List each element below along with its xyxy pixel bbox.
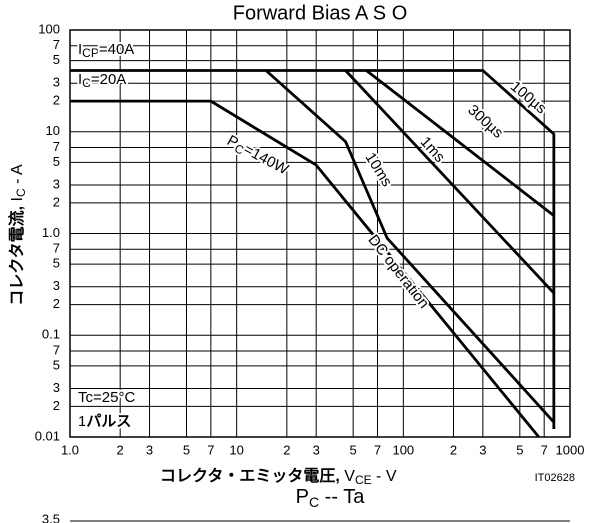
x-tick-label: 5	[350, 442, 357, 457]
curve	[265, 69, 555, 424]
title2-sub: C	[309, 494, 319, 510]
curve-label: 300µs	[464, 102, 506, 142]
curve-label: 1ms	[417, 133, 449, 165]
annotation: ICP=40A	[78, 41, 134, 60]
x-tick-label: 5	[516, 442, 523, 457]
annotation: 1パルス	[78, 413, 131, 430]
x-tick-label: 7	[374, 442, 381, 457]
y-tick-label: 5	[53, 256, 60, 271]
y-tick-label: 2	[53, 93, 60, 108]
annotation: IC=20A	[78, 71, 126, 90]
x-label-rest: - V	[372, 468, 397, 485]
y-tick-label: 1.0	[42, 225, 60, 240]
x-tick-label: 2	[450, 442, 457, 457]
annotation-main: 1	[78, 413, 86, 430]
title2-rest: -- Ta	[319, 486, 365, 508]
plot-frame	[69, 29, 571, 438]
x-label-sub: CE	[355, 473, 372, 487]
x-tick-label: 7	[541, 442, 548, 457]
x-tick-label: 1000	[556, 442, 585, 457]
y-tick-label: 2	[53, 296, 60, 311]
x-tick-label: 2	[117, 442, 124, 457]
title2-main: P	[296, 486, 309, 508]
y-axis-label: コレクタ電流, IC - A	[7, 164, 28, 306]
y-tick-label: 0.01	[35, 428, 60, 443]
y-tick-label: 0.1	[42, 327, 60, 342]
chart-title-2: PC -- Ta	[296, 486, 366, 509]
y-tick-label: 7	[53, 37, 60, 52]
x-label-main: コレクタ・エミッタ電圧,	[160, 467, 340, 485]
x-tick-label: 5	[183, 442, 190, 457]
annotation-main: I	[78, 41, 82, 58]
annotation-rest: パルス	[86, 413, 131, 430]
y-tick-label: 10	[46, 123, 60, 138]
annotation: PC=140W	[223, 132, 292, 181]
curve	[344, 69, 555, 294]
annotation-sub: CP	[82, 46, 99, 60]
y-tick-label: 2	[53, 194, 60, 209]
y-tick-label: 100	[38, 21, 60, 36]
y-label-rest: - A	[9, 164, 26, 188]
annotation-main: Tc=25°C	[78, 389, 135, 406]
y-label-sub: C	[14, 188, 28, 197]
y-tick-label: 3	[53, 278, 60, 293]
x-tick-label: 2	[283, 442, 290, 457]
chart-title: Forward Bias A S O	[233, 2, 408, 24]
y-tick-label: 5	[53, 154, 60, 169]
annotation-rest: =40A	[99, 41, 134, 58]
curve	[70, 69, 556, 429]
y-tick-label: 2	[53, 398, 60, 413]
x-tick-label: 1.0	[61, 442, 79, 457]
x-tick-label: 3	[479, 442, 486, 457]
curve	[70, 99, 540, 438]
x-tick-label: 7	[207, 442, 214, 457]
annotation-rest: =20A	[91, 71, 126, 88]
x-tick-label: 10	[229, 442, 243, 457]
y-tick-label: 3	[53, 75, 60, 90]
curve	[365, 69, 555, 217]
x-axis-label: コレクタ・エミッタ電圧, VCE - V	[160, 467, 397, 487]
y-label-main: コレクタ電流,	[7, 206, 26, 306]
annotation: Tc=25°C	[78, 389, 135, 406]
y-label-i: I	[9, 197, 26, 206]
annotation-main: I	[78, 71, 82, 88]
y-tick-label: 7	[53, 241, 60, 256]
figure-code: IT02628	[535, 472, 575, 484]
x-tick-label: 100	[392, 442, 414, 457]
x-tick-label: 3	[313, 442, 320, 457]
y-tick-label: 3	[53, 380, 60, 395]
y-tick-label: 7	[53, 342, 60, 357]
curve-label: 10ms	[362, 150, 396, 190]
curve-label: DC operation	[365, 232, 433, 312]
y-tick-label: 7	[53, 139, 60, 154]
y-tick-label: 5	[53, 52, 60, 67]
y-tick-label: 3	[53, 176, 60, 191]
annotation-sub: C	[82, 76, 91, 90]
y-tick-label: 3.5	[42, 511, 60, 523]
y-tick-label: 5	[53, 357, 60, 372]
x-label-v: V	[340, 468, 355, 485]
x-tick-label: 3	[146, 442, 153, 457]
